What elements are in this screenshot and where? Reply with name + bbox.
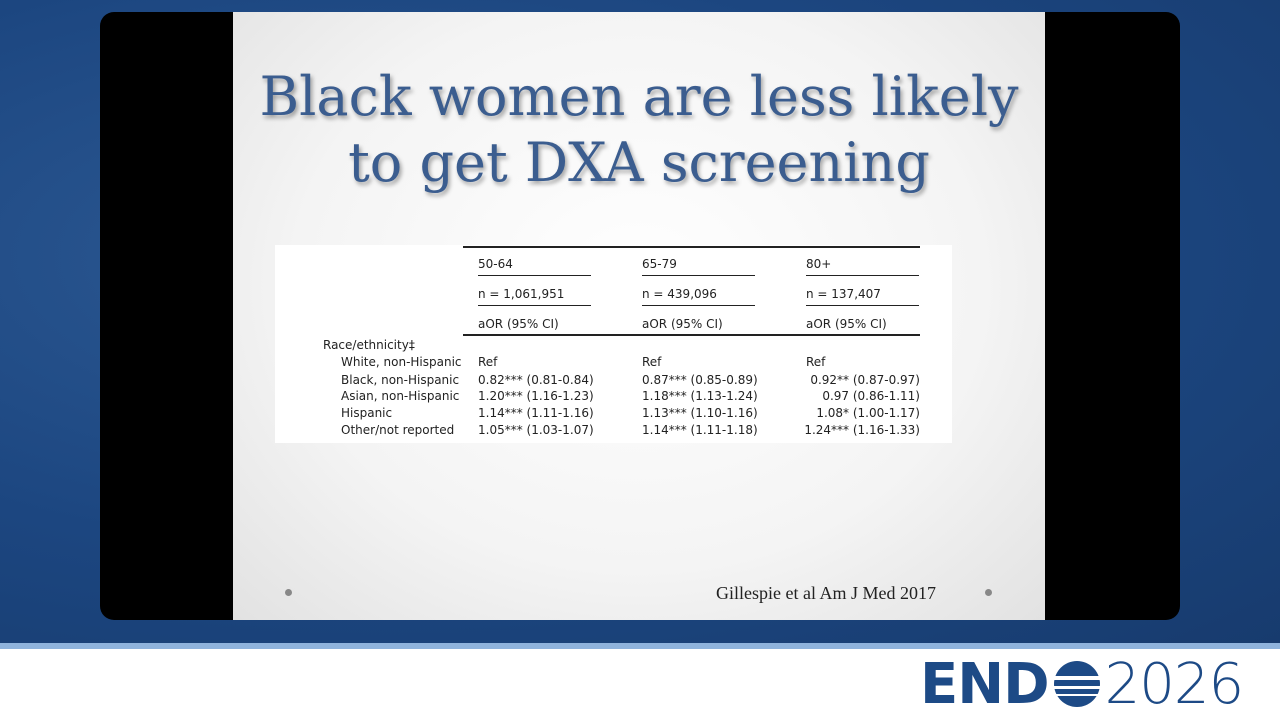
table: 50-64 65-79 80+ n = 1,061,951 n = 439,096 n =… [275,245,952,443]
rule [642,275,755,276]
header-cell: 80+ [806,257,832,271]
table-cell: 0.82*** (0.81-0.84) [478,373,594,387]
row-label: Hispanic [341,406,393,420]
divider [0,643,1280,649]
row-label: White, non-Hispanic [341,355,462,369]
logo-text: END [920,651,1050,717]
header-cell: n = 137,407 [806,287,881,301]
table-cell: Ref [806,355,826,369]
rule [642,305,755,306]
bullet [285,589,292,596]
table-cell: 1.24*** (1.16-1.33) [804,423,920,437]
row-label: Black, non-Hispanic [341,373,460,387]
rule [463,334,920,336]
header-cell: n = 439,096 [642,287,717,301]
header-cell: aOR (95% CI) [642,317,723,331]
rule [463,246,920,248]
header-cell: 65-79 [642,257,677,271]
bullet [985,589,992,596]
table-cell: 1.14*** (1.11-1.16) [478,406,594,420]
section-label: Race/ethnicity‡ [323,338,415,352]
table-cell: 1.08* (1.00-1.17) [816,406,920,420]
title-line: Black women are less likely [259,65,1019,128]
header-cell: 50-64 [478,257,513,271]
table-cell: 1.05*** (1.03-1.07) [478,423,594,437]
citation: Gillespie et al Am J Med 2017 [716,583,936,603]
logo-text: 2026 [1104,651,1245,717]
slide-title: Black women are less likely to get DXA s… [233,64,1045,196]
table-cell: 1.20*** (1.16-1.23) [478,389,594,403]
header-cell: aOR (95% CI) [478,317,559,331]
rule [806,275,919,276]
table-cell: 0.97 (0.86-1.11) [822,389,920,403]
logo-globe [1048,661,1105,707]
table-cell: Ref [478,355,498,369]
rule [478,305,591,306]
logo: END 2026 [920,651,1245,717]
table-cell: 1.13*** (1.10-1.16) [642,406,758,420]
rule [806,305,919,306]
table-cell: Ref [642,355,662,369]
rule [478,275,591,276]
header-cell: n = 1,061,951 [478,287,565,301]
table-cell: 1.14*** (1.11-1.18) [642,423,758,437]
row-label: Other/not reported [341,423,455,437]
table-cell: 0.87*** (0.85-0.89) [642,373,758,387]
table-cell: 0.92** (0.87-0.97) [810,373,920,387]
row-label: Asian, non-Hispanic [341,389,460,403]
title-line: to get DXA screening [348,131,930,194]
header-cell: aOR (95% CI) [806,317,887,331]
table-cell: 1.18*** (1.13-1.24) [642,389,758,403]
